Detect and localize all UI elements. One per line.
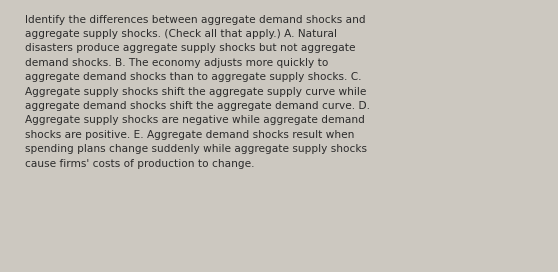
Text: Identify the differences between aggregate demand shocks and
aggregate supply sh: Identify the differences between aggrega… [25,15,369,169]
